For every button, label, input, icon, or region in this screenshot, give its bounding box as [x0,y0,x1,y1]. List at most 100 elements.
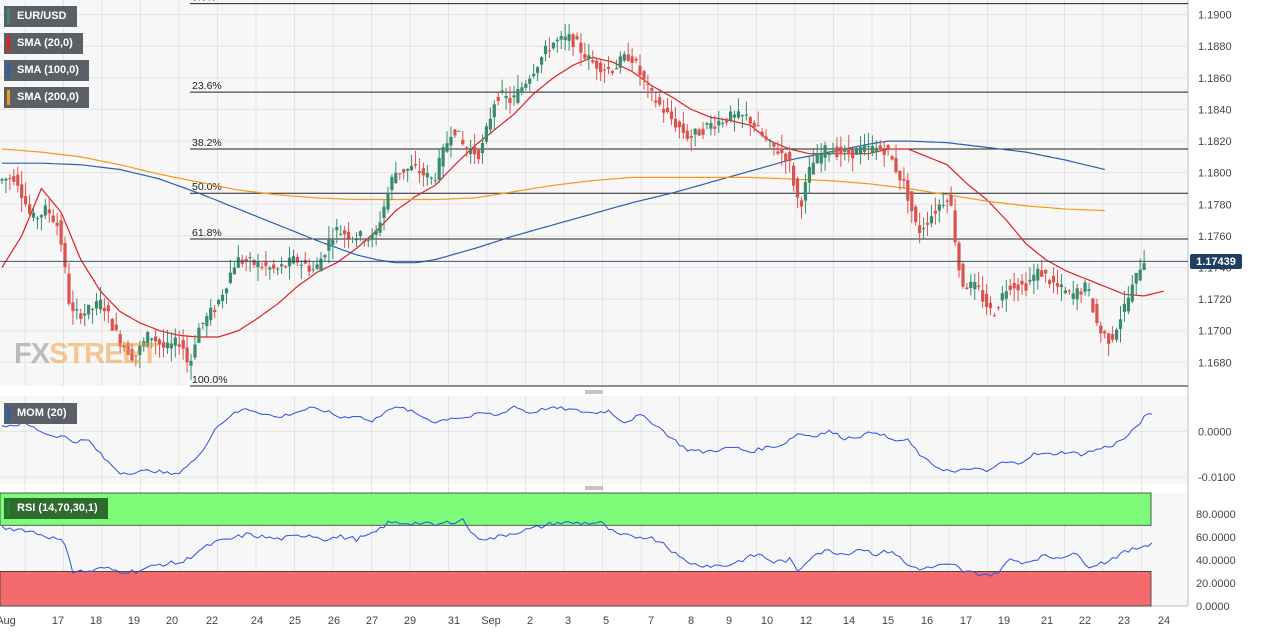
fib-label: 0.0% [192,0,216,4]
candle-body [1138,269,1142,281]
candle-body [1118,319,1123,329]
candle-body [437,157,441,180]
watermark-fx: FX [14,338,50,370]
panel-splitter-1[interactable] [585,390,603,394]
candle-body [701,128,705,135]
candle-body [614,68,618,70]
current-price-label: 1.17439 [1196,256,1236,268]
candle-body [213,309,217,312]
candle-body [417,171,422,174]
candle-body [937,204,941,211]
candle-body [630,56,634,63]
candle-body [941,205,945,206]
candle-body [1063,290,1067,293]
candle-body [1048,280,1052,284]
candle-body [1134,272,1138,284]
candle-body [1036,268,1040,281]
legend-sma20[interactable]: SMA (20,0) [4,33,83,54]
candle-body [551,42,555,49]
candle-body [28,204,32,214]
candle-body [862,144,867,152]
candle-body [433,180,437,182]
x-tick-label: 14 [843,615,855,627]
candle-body [504,96,508,99]
candle-body [792,165,796,186]
candle-body [236,257,240,268]
legend-sma100-label: SMA (100,0) [17,64,79,76]
panel-splitter-2[interactable] [585,486,603,490]
x-tick-label: 17 [52,615,64,627]
legend-mom-label: MOM (20) [17,407,67,419]
candle-body [339,233,343,235]
candle-body [488,118,492,130]
candle-body [803,182,807,201]
legend-sma200-swatch [7,90,10,105]
candle-body [91,308,95,310]
rsi-tick-label: 80.0000 [1196,509,1236,521]
candle-body [24,196,28,205]
x-tick-label: 25 [289,615,301,627]
candle-body [922,228,926,230]
candle-body [1012,283,1016,289]
candle-body [536,67,540,73]
candle-body [1024,283,1028,291]
candle-body [799,200,804,207]
rsi-tick-label: 40.0000 [1196,555,1236,567]
candle-body [874,147,878,153]
candle-body [772,142,776,147]
legend-sma200[interactable]: SMA (200,0) [4,87,89,108]
legend-rsi[interactable]: RSI (14,70,30,1) [4,498,108,519]
candle-body [343,230,347,235]
candle-body [87,304,91,315]
candle-body [252,260,256,265]
x-tick-label: 29 [404,615,416,627]
candle-body [449,136,453,146]
candle-body [638,65,642,75]
candle-body [709,123,713,129]
candle-body [130,349,134,361]
x-tick-label: 16 [921,615,933,627]
candle-body [807,167,811,183]
legend-sma100-swatch [7,63,10,78]
candle-body [425,173,429,178]
candle-body [1111,334,1115,340]
x-tick-label: 31 [448,615,460,627]
candle-body [543,45,548,55]
candle-body [520,87,524,93]
candle-body [752,122,756,128]
candle-body [894,157,898,172]
candle-body [154,336,158,342]
candle-body [496,96,500,101]
candle-body [0,179,4,181]
candle-body [886,145,890,150]
legend-eurusd[interactable]: EUR/USD [4,6,77,27]
candle-body [43,205,47,216]
x-tick-label: 17 [960,615,972,627]
legend-mom[interactable]: MOM (20) [4,403,77,424]
candle-body [729,111,733,121]
legend-sma20-swatch [7,36,10,51]
candle-body [512,95,516,98]
price-tick-label: 1.1900 [1198,10,1232,22]
candle-body [354,239,359,241]
candle-body [244,258,248,263]
candle-body [929,216,934,224]
x-tick-label: 3 [565,615,571,627]
x-tick-label: 7 [648,615,654,627]
candle-body [618,56,622,68]
candle-body [811,162,815,175]
fxstreet-watermark: FXSTREET [14,338,158,371]
rsi-indicator [0,492,1153,607]
candle-body [697,129,701,136]
candle-body [453,129,457,136]
candle-body [795,178,800,198]
candle-body [949,194,953,206]
legend-sma100[interactable]: SMA (100,0) [4,60,89,81]
x-tick-label: 19 [998,615,1010,627]
candle-body [835,146,839,157]
candle-body [327,239,331,251]
candle-body [933,210,937,214]
candle-body [248,257,252,259]
candle-body [146,332,150,347]
